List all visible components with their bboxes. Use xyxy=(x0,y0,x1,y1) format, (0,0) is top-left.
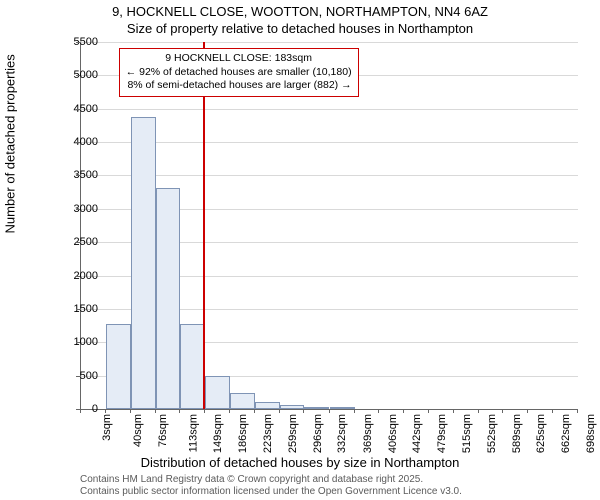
xtick-mark xyxy=(403,409,404,413)
ytick-mark xyxy=(76,42,80,43)
xtick-mark xyxy=(130,409,131,413)
histogram-bar xyxy=(106,324,130,409)
histogram-bar xyxy=(255,402,280,409)
xtick-mark xyxy=(354,409,355,413)
annotation-line-2: ← 92% of detached houses are smaller (10… xyxy=(126,66,352,80)
histogram-bar xyxy=(304,407,329,409)
xtick-label: 259sqm xyxy=(287,414,299,453)
xtick-label: 296sqm xyxy=(312,414,324,453)
xtick-mark xyxy=(527,409,528,413)
xtick-label: 3sqm xyxy=(101,414,113,441)
ytick-mark xyxy=(76,109,80,110)
ytick-mark xyxy=(76,242,80,243)
ytick-mark xyxy=(76,376,80,377)
title-main: 9, HOCKNELL CLOSE, WOOTTON, NORTHAMPTON,… xyxy=(0,4,600,19)
xtick-mark xyxy=(378,409,379,413)
histogram-bar xyxy=(156,188,180,409)
xtick-mark xyxy=(552,409,553,413)
annotation-line-1: 9 HOCKNELL CLOSE: 183sqm xyxy=(126,52,352,66)
ytick-mark xyxy=(76,276,80,277)
xtick-mark xyxy=(577,409,578,413)
annotation-line-3: 8% of semi-detached houses are larger (8… xyxy=(126,79,352,93)
xtick-label: 625sqm xyxy=(535,414,547,453)
footer-line-2: Contains public sector information licen… xyxy=(80,486,462,497)
xtick-label: 442sqm xyxy=(411,414,423,453)
xtick-mark xyxy=(303,409,304,413)
xtick-label: 149sqm xyxy=(212,414,224,453)
histogram-bar xyxy=(330,407,355,409)
ytick-mark xyxy=(76,309,80,310)
xtick-mark xyxy=(279,409,280,413)
xtick-label: 406sqm xyxy=(387,414,399,453)
xtick-mark xyxy=(105,409,106,413)
gridline-h xyxy=(81,109,578,110)
xtick-label: 479sqm xyxy=(436,414,448,453)
footer-line-1: Contains HM Land Registry data © Crown c… xyxy=(80,474,423,485)
xtick-label: 369sqm xyxy=(362,414,374,453)
xtick-label: 552sqm xyxy=(486,414,498,453)
ytick-mark xyxy=(76,142,80,143)
xtick-label: 589sqm xyxy=(511,414,523,453)
xtick-mark xyxy=(204,409,205,413)
property-marker-line xyxy=(203,42,205,409)
xtick-mark xyxy=(502,409,503,413)
xtick-label: 76sqm xyxy=(157,414,169,447)
y-axis-label: Number of detached properties xyxy=(3,54,18,233)
xtick-mark xyxy=(478,409,479,413)
ytick-mark xyxy=(76,209,80,210)
xtick-mark xyxy=(80,409,81,413)
histogram-bar xyxy=(180,324,205,409)
xtick-mark xyxy=(428,409,429,413)
histogram-bar xyxy=(205,376,230,409)
xtick-label: 662sqm xyxy=(561,414,573,453)
xtick-label: 332sqm xyxy=(337,414,349,453)
xtick-label: 698sqm xyxy=(585,414,597,453)
xtick-mark xyxy=(179,409,180,413)
xtick-mark xyxy=(329,409,330,413)
xtick-label: 113sqm xyxy=(187,414,199,452)
plot-area xyxy=(80,42,578,410)
histogram-bar xyxy=(131,117,156,409)
ytick-mark xyxy=(76,342,80,343)
histogram-bar xyxy=(230,393,254,409)
xtick-label: 223sqm xyxy=(263,414,275,453)
histogram-bar xyxy=(280,405,304,409)
xtick-label: 40sqm xyxy=(132,414,144,447)
xtick-label: 515sqm xyxy=(461,414,473,453)
xtick-mark xyxy=(453,409,454,413)
ytick-mark xyxy=(76,75,80,76)
gridline-h xyxy=(81,42,578,43)
xtick-label: 186sqm xyxy=(237,414,249,453)
title-sub: Size of property relative to detached ho… xyxy=(0,21,600,36)
annotation-box: 9 HOCKNELL CLOSE: 183sqm← 92% of detache… xyxy=(119,48,359,97)
xtick-mark xyxy=(229,409,230,413)
ytick-mark xyxy=(76,175,80,176)
x-axis-label: Distribution of detached houses by size … xyxy=(0,455,600,470)
xtick-mark xyxy=(254,409,255,413)
xtick-mark xyxy=(155,409,156,413)
